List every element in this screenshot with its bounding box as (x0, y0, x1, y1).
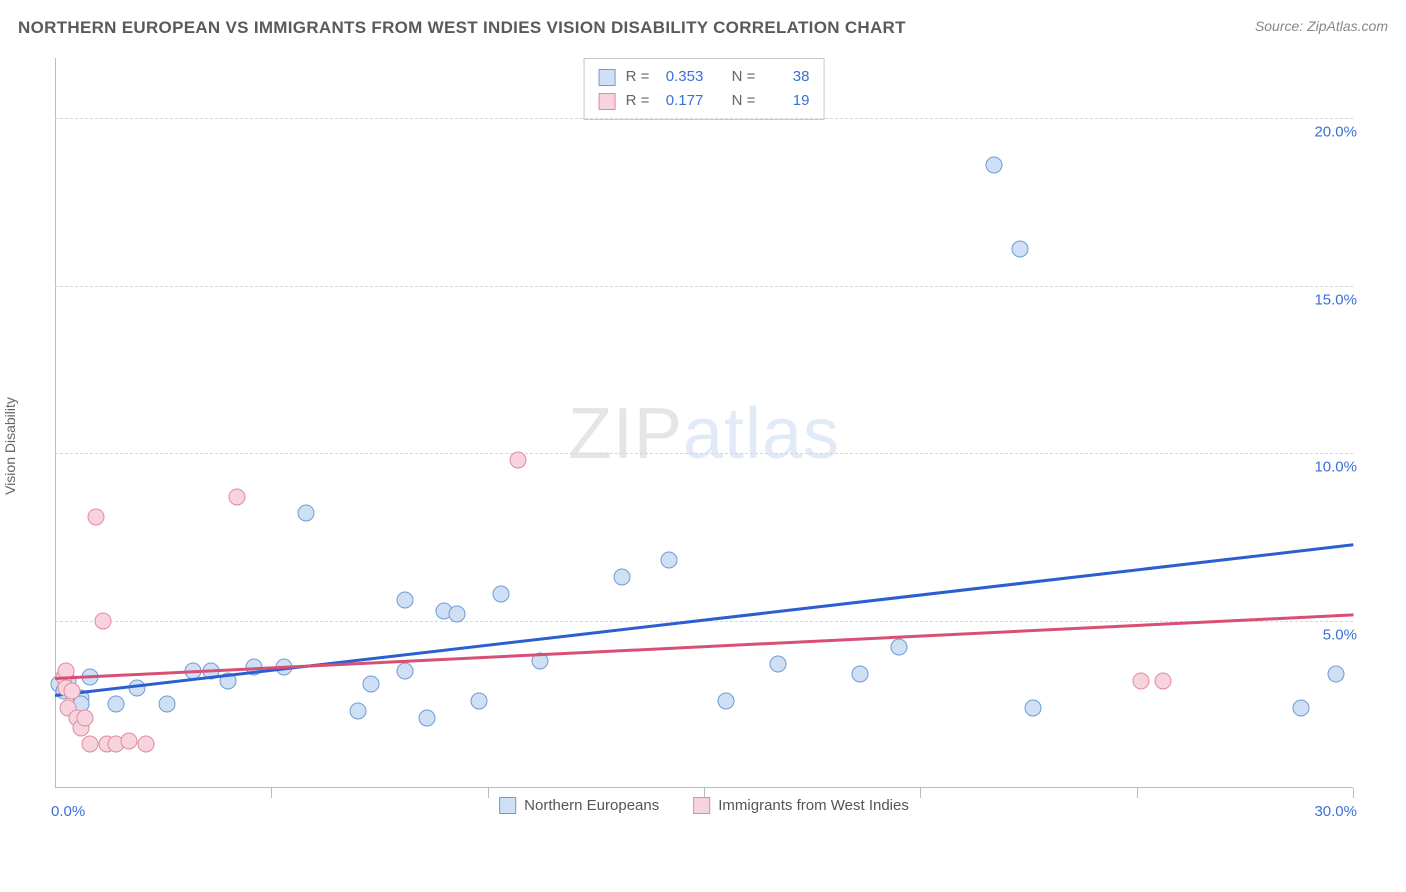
stat-r-value: 0.353 (659, 65, 703, 89)
data-point (492, 585, 509, 602)
data-point (1154, 672, 1171, 689)
data-point (419, 709, 436, 726)
stat-r-value: 0.177 (659, 89, 703, 113)
scatter-plot-area: ZIPatlas 0.0% 30.0% R =0.353 N =38R =0.1… (55, 58, 1353, 818)
legend-label: Immigrants from West Indies (718, 797, 909, 814)
data-point (1327, 666, 1344, 683)
stat-n-label: N = (732, 65, 756, 89)
data-point (137, 736, 154, 753)
data-point (717, 692, 734, 709)
stat-r-label: R = (626, 89, 650, 113)
x-tick (920, 788, 921, 798)
x-tick (488, 788, 489, 798)
watermark: ZIPatlas (568, 393, 840, 475)
legend-item: Northern Europeans (499, 797, 659, 814)
stat-n-value: 38 (765, 65, 809, 89)
data-point (661, 552, 678, 569)
data-point (471, 692, 488, 709)
data-point (397, 662, 414, 679)
chart-legend: Northern Europeans Immigrants from West I… (499, 797, 909, 814)
legend-swatch-icon (693, 797, 710, 814)
chart-title: NORTHERN EUROPEAN VS IMMIGRANTS FROM WES… (18, 18, 906, 38)
y-tick-label: 15.0% (1314, 291, 1357, 308)
y-tick-label: 5.0% (1323, 626, 1357, 643)
legend-swatch-icon (499, 797, 516, 814)
data-point (449, 605, 466, 622)
y-tick-label: 20.0% (1314, 124, 1357, 141)
x-tick (1353, 788, 1354, 798)
data-point (77, 709, 94, 726)
data-point (81, 736, 98, 753)
stat-r-label: R = (626, 65, 650, 89)
x-axis-max-label: 30.0% (1314, 803, 1357, 820)
data-point (769, 656, 786, 673)
data-point (985, 157, 1002, 174)
data-point (1024, 699, 1041, 716)
stats-row: R = 0.177 N = 19 (599, 89, 810, 113)
y-axis-label: Vision Disability (2, 397, 18, 495)
correlation-stats-box: R = 0.353 N = 38 R = 0.177 N = 19 (584, 58, 825, 120)
legend-item: Immigrants from West Indies (693, 797, 909, 814)
data-point (509, 451, 526, 468)
x-tick (271, 788, 272, 798)
data-point (397, 592, 414, 609)
data-point (88, 508, 105, 525)
data-point (613, 569, 630, 586)
data-point (64, 682, 81, 699)
x-tick (1137, 788, 1138, 798)
gridline (55, 286, 1353, 287)
x-tick (704, 788, 705, 798)
legend-swatch-icon (599, 69, 616, 86)
stat-n-label: N = (732, 89, 756, 113)
legend-swatch-icon (599, 93, 616, 110)
data-point (159, 696, 176, 713)
data-point (1011, 240, 1028, 257)
data-point (349, 702, 366, 719)
data-point (297, 505, 314, 522)
data-point (890, 639, 907, 656)
data-point (120, 733, 137, 750)
source-attribution: Source: ZipAtlas.com (1255, 18, 1388, 34)
x-axis-min-label: 0.0% (51, 803, 85, 820)
stat-n-value: 19 (765, 89, 809, 113)
gridline (55, 118, 1353, 119)
gridline (55, 453, 1353, 454)
data-point (94, 612, 111, 629)
data-point (228, 488, 245, 505)
y-tick-label: 10.0% (1314, 459, 1357, 476)
data-point (107, 696, 124, 713)
data-point (851, 666, 868, 683)
legend-label: Northern Europeans (524, 797, 659, 814)
stats-row: R = 0.353 N = 38 (599, 65, 810, 89)
data-point (362, 676, 379, 693)
data-point (1132, 672, 1149, 689)
data-point (1293, 699, 1310, 716)
